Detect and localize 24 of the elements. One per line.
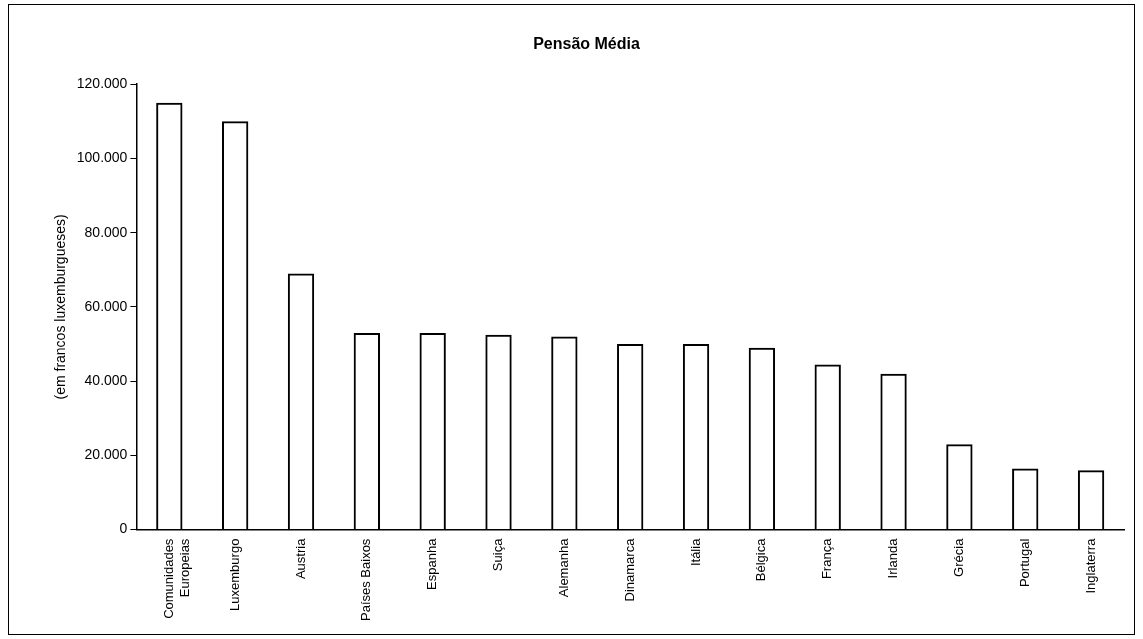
x-tick-label: Países Baixos <box>358 538 374 621</box>
y-tick-label: 80.000 <box>84 223 128 240</box>
y-tick-label: 20.000 <box>84 446 128 463</box>
y-tick-label: 120.000 <box>76 75 128 92</box>
x-tick-label: Portugal <box>1016 538 1032 588</box>
x-tick-label: Dinamarca <box>621 537 637 602</box>
x-tick-label: Espanha <box>424 537 440 590</box>
y-tick-label: 40.000 <box>84 372 128 389</box>
y-axis-title: (em francos luxemburgueses) <box>52 214 69 400</box>
chart-title: Pensão Média <box>533 35 640 53</box>
x-tick-label: Irlanda <box>885 537 901 579</box>
x-tick-label: Grécia <box>950 537 966 577</box>
x-tick-label: França <box>819 537 835 580</box>
y-tick-label: 60.000 <box>84 297 128 314</box>
y-tick-label: 100.000 <box>76 149 128 166</box>
x-tick-label: Luxemburgo <box>226 538 242 611</box>
y-tick-label: 0 <box>119 520 128 537</box>
x-tick-label: Itália <box>687 537 703 567</box>
x-tick-label: Austria <box>292 537 308 580</box>
x-tick-label: Bélgica <box>753 537 769 582</box>
x-tick-label: Comunidades Europeias <box>160 538 192 619</box>
x-tick-label: Alemanha <box>555 537 571 598</box>
x-tick-label: Inglaterra <box>1082 537 1098 594</box>
x-tick-label: Suiça <box>490 537 506 572</box>
